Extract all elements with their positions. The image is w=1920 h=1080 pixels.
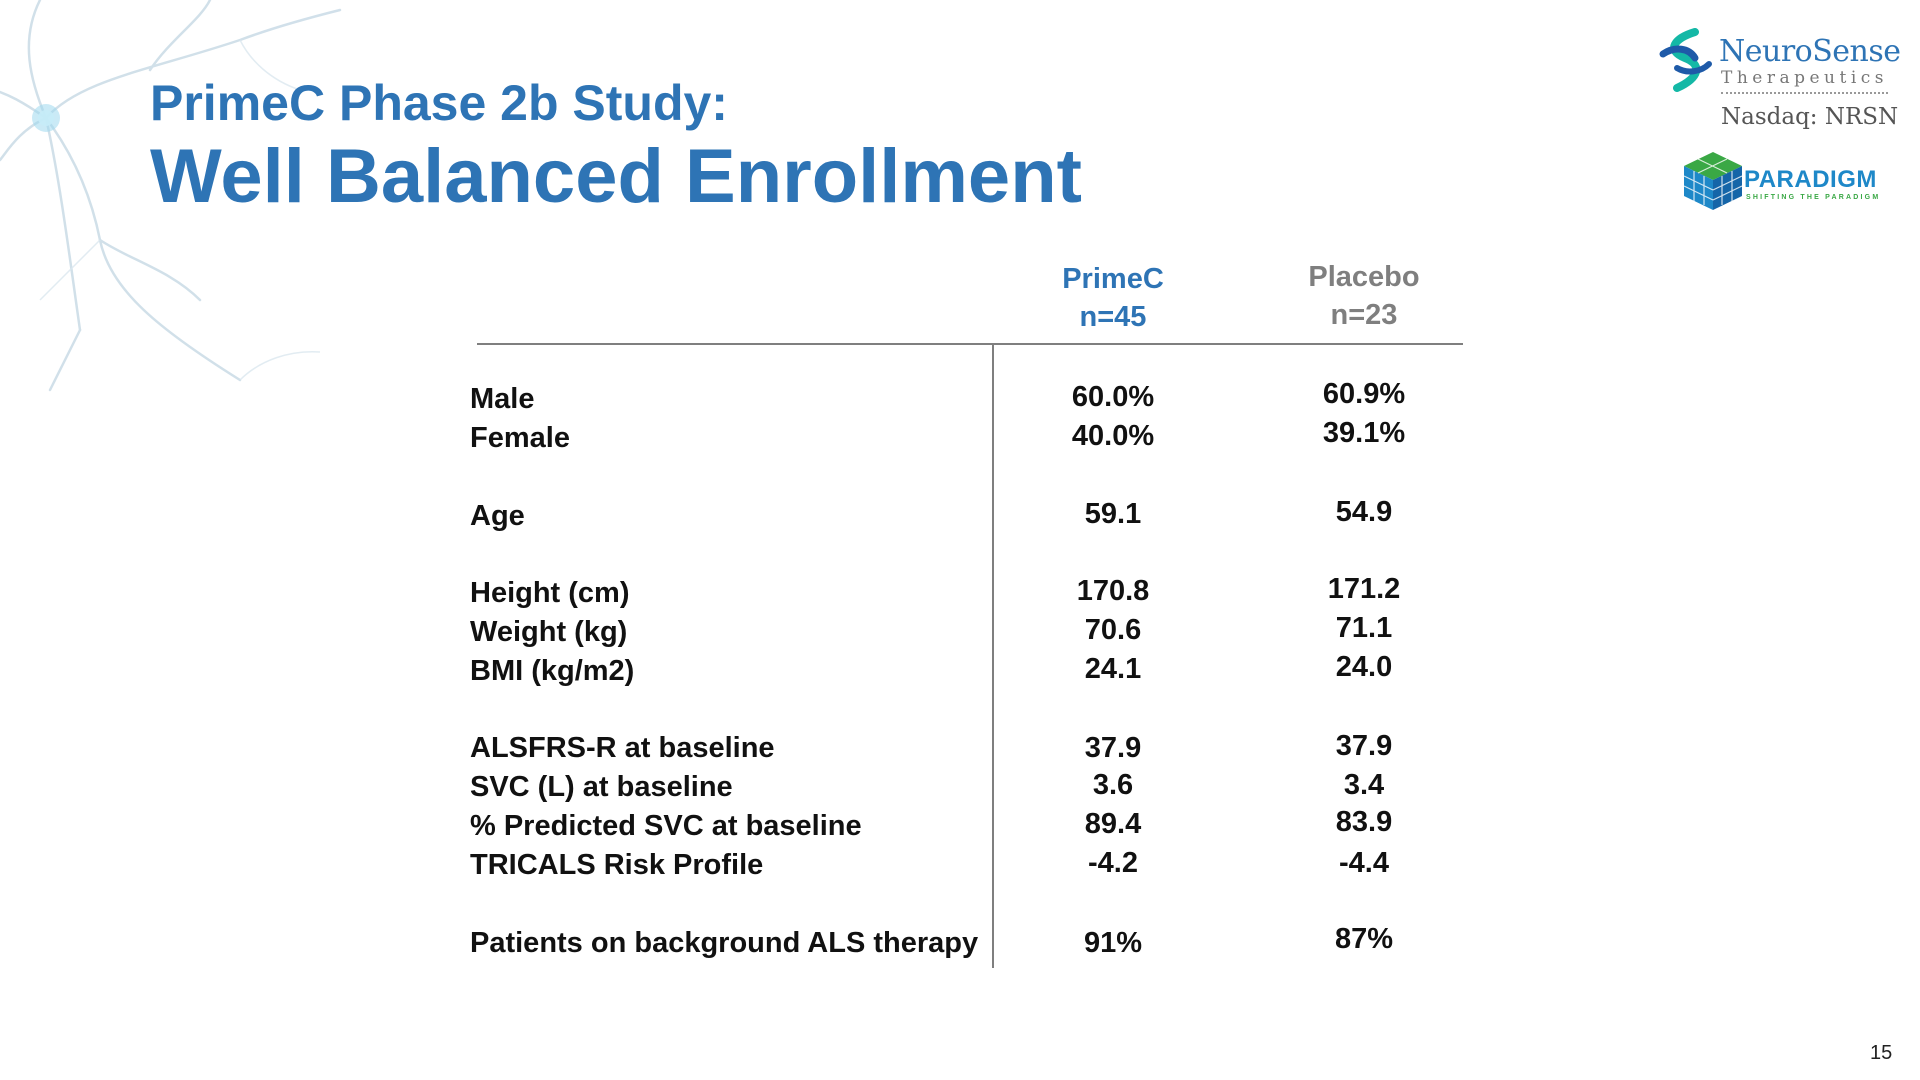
row-label: TRICALS Risk Profile — [470, 849, 764, 881]
cell-primec: 89.4 — [1084, 808, 1142, 840]
neurosense-name: NeuroSense — [1719, 34, 1901, 69]
paradigm-tagline: SHIFTING THE PARADIGM — [1746, 194, 1881, 201]
row-label: Male — [470, 383, 535, 415]
row-label: Patients on background ALS therapy — [470, 927, 979, 959]
row-label: Height (cm) — [470, 577, 630, 609]
cell-placebo: 71.1 — [1335, 612, 1393, 644]
cell-placebo: 87% — [1334, 923, 1394, 955]
slide-title: Well Balanced Enrollment — [150, 134, 1082, 219]
cell-primec: 60.0% — [1071, 381, 1155, 413]
cell-primec: -4.2 — [1088, 847, 1138, 879]
column-header-placebo: Placebo n=23 — [1244, 258, 1484, 334]
neurosense-ticker: Nasdaq: NRSN — [1721, 104, 1899, 130]
column-name: Placebo — [1308, 261, 1420, 293]
neurosense-sub: Therapeutics — [1721, 68, 1889, 94]
cell-placebo: 24.0 — [1335, 651, 1393, 683]
paradigm-name: PARADIGM — [1744, 166, 1877, 193]
cell-placebo: 171.2 — [1327, 573, 1401, 605]
cell-placebo: 60.9% — [1322, 378, 1406, 410]
row-label: % Predicted SVC at baseline — [470, 810, 862, 842]
cell-placebo: 54.9 — [1335, 496, 1393, 528]
row-label: Age — [470, 500, 525, 532]
column-header-primec: PrimeC n=45 — [993, 260, 1233, 336]
cell-placebo: 37.9 — [1335, 730, 1393, 762]
cell-placebo: -4.4 — [1339, 847, 1389, 879]
cell-primec: 3.6 — [1092, 769, 1134, 801]
neurosense-mark-icon — [1659, 28, 1712, 92]
cell-primec: 24.1 — [1084, 653, 1142, 685]
cell-primec: 170.8 — [1076, 575, 1150, 607]
cell-primec: 70.6 — [1084, 614, 1142, 646]
row-label: BMI (kg/m2) — [470, 655, 635, 687]
column-n: n=45 — [1079, 301, 1147, 333]
column-name: PrimeC — [1062, 263, 1164, 295]
cell-primec: 91% — [1083, 927, 1143, 959]
page-number: 15 — [1870, 1042, 1893, 1064]
row-label: SVC (L) at baseline — [470, 771, 733, 803]
cell-primec: 59.1 — [1084, 498, 1142, 530]
paradigm-cube-icon — [1683, 152, 1743, 210]
neurosense-logo: NeuroSense Therapeutics Nasdaq: NRSN — [1655, 28, 1901, 138]
row-label: Female — [470, 422, 570, 454]
cell-primec: 40.0% — [1071, 420, 1155, 452]
row-label: ALSFRS-R at baseline — [470, 732, 775, 764]
paradigm-logo: PARADIGM SHIFTING THE PARADIGM — [1680, 148, 1900, 218]
column-divider — [992, 344, 994, 968]
row-label: Weight (kg) — [470, 616, 628, 648]
header-divider — [477, 343, 1463, 345]
cell-placebo: 83.9 — [1335, 806, 1393, 838]
column-n: n=23 — [1330, 299, 1398, 331]
cell-placebo: 3.4 — [1343, 769, 1385, 801]
cell-placebo: 39.1% — [1322, 417, 1406, 449]
cell-primec: 37.9 — [1084, 732, 1142, 764]
slide-subtitle: PrimeC Phase 2b Study: — [150, 75, 728, 131]
neuron-decoration-icon — [0, 0, 342, 392]
